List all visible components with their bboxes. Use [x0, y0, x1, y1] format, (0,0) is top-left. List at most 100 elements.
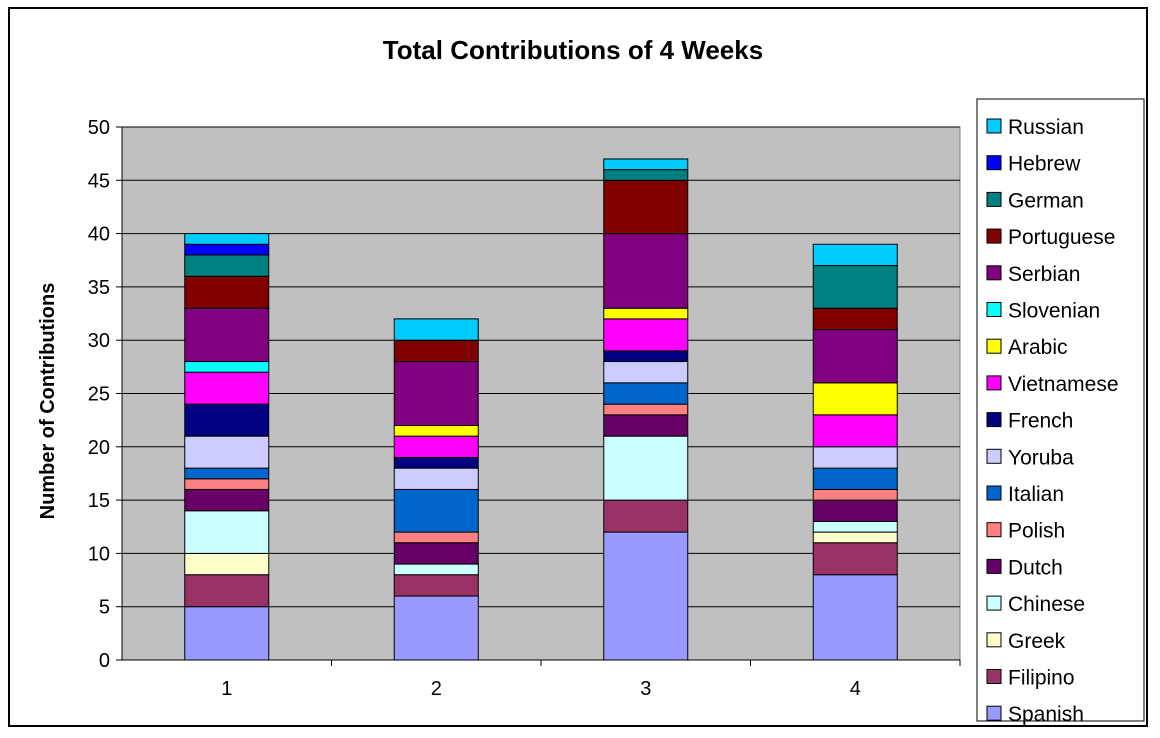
- x-tick-label: 3: [640, 678, 651, 700]
- bar-segment-polish-2: [393, 531, 479, 544]
- bar-segment-german-4: [812, 265, 898, 309]
- bar-segment-russian-3: [603, 158, 689, 171]
- bar-segment-spanish-1: [184, 606, 270, 661]
- bar-segment-vietnamese-2: [393, 435, 479, 458]
- legend-label-slovenian: Slovenian: [1008, 300, 1100, 323]
- y-axis-label: Number of Contributions: [37, 283, 59, 520]
- bar-segment-chinese-4: [812, 520, 898, 533]
- legend-swatch-portuguese: [986, 228, 1002, 244]
- bar-segment-portuguese-2: [393, 339, 479, 363]
- bar-segment-arabic-4: [812, 382, 898, 416]
- bar-segment-spanish-2: [393, 595, 479, 661]
- legend-label-spanish: Spanish: [1008, 703, 1084, 726]
- legend-swatch-vietnamese: [986, 375, 1002, 391]
- legend-label-dutch: Dutch: [1008, 556, 1063, 579]
- legend-label-filipino: Filipino: [1008, 667, 1075, 690]
- bar-segment-slovenian-1: [184, 361, 270, 373]
- y-tick-label: 35: [88, 277, 110, 299]
- legend-swatch-yoruba: [986, 448, 1002, 464]
- bar-segment-serbian-2: [393, 361, 479, 426]
- bar-segment-portuguese-4: [812, 307, 898, 331]
- plot-area: 0 5 10 15 20 25 30 35 40 45 50 1 2 3 4: [88, 117, 961, 700]
- bar-segment-dutch-4: [812, 499, 898, 522]
- bar-segment-yoruba-1: [184, 435, 270, 469]
- bar-segment-vietnamese-1: [184, 371, 270, 405]
- bar-segment-italian-1: [184, 467, 270, 480]
- legend-swatch-dutch: [986, 558, 1002, 574]
- bar-segment-serbian-4: [812, 329, 898, 384]
- bar-segment-italian-2: [393, 488, 479, 533]
- legend-swatch-german: [986, 191, 1002, 207]
- bar-segment-chinese-1: [184, 510, 270, 554]
- bar-segment-filipino-3: [603, 499, 689, 533]
- legend-label-serbian: Serbian: [1008, 263, 1080, 286]
- x-tick-label: 4: [850, 678, 861, 700]
- chart-svg: Total Contributions of 4 Weeks Number of…: [37, 35, 1145, 726]
- y-tick-label: 15: [88, 490, 110, 512]
- y-tick-label: 25: [88, 384, 110, 406]
- bar-segment-french-3: [603, 350, 689, 363]
- bar-segment-french-2: [393, 456, 479, 469]
- legend-label-hebrew: Hebrew: [1008, 153, 1081, 176]
- bar-segment-polish-3: [603, 403, 689, 416]
- legend-swatch-serbian: [986, 265, 1002, 281]
- legend-swatch-italian: [986, 485, 1002, 501]
- legend-label-italian: Italian: [1008, 483, 1064, 506]
- legend-swatch-arabic: [986, 338, 1002, 354]
- bar-segment-filipino-1: [184, 574, 270, 608]
- y-tick-label: 5: [99, 597, 110, 619]
- legend-label-arabic: Arabic: [1008, 336, 1068, 359]
- bar-segment-vietnamese-4: [812, 414, 898, 448]
- legend-label-vietnamese: Vietnamese: [1008, 373, 1119, 396]
- bar-segment-chinese-3: [603, 435, 689, 501]
- legend: Russian Hebrew German Portuguese Serbian Slov…: [976, 98, 1145, 726]
- x-tick-label: 1: [221, 678, 232, 700]
- legend-swatch-filipino: [986, 669, 1002, 684]
- legend-box: [976, 98, 1145, 722]
- bar-segment-chinese-2: [393, 563, 479, 576]
- legend-swatch-spanish: [986, 705, 1002, 721]
- legend-label-chinese: Chinese: [1008, 593, 1085, 616]
- legend-label-yoruba: Yoruba: [1008, 446, 1074, 469]
- bar-segment-greek-1: [184, 552, 270, 576]
- bar-segment-filipino-4: [812, 542, 898, 576]
- legend-swatch-polish: [986, 522, 1002, 538]
- bar-segment-russian-2: [393, 318, 479, 341]
- y-tick-label: 30: [88, 330, 110, 352]
- legend-swatch-french: [986, 412, 1002, 428]
- bar-segment-russian-4: [812, 243, 898, 267]
- legend-label-polish: Polish: [1008, 520, 1065, 543]
- bar-segment-russian-1: [184, 233, 270, 245]
- bar-segment-polish-4: [812, 488, 898, 501]
- bar-segment-polish-1: [184, 478, 270, 490]
- bar-segment-arabic-2: [393, 424, 479, 437]
- legend-swatch-chinese: [986, 595, 1002, 611]
- bar-segment-serbian-3: [603, 233, 689, 309]
- legend-label-russian: Russian: [1008, 116, 1084, 139]
- bar-segment-spanish-4: [812, 574, 898, 661]
- y-tick-label: 0: [99, 650, 110, 672]
- bar-segment-portuguese-3: [603, 179, 689, 235]
- y-tick-label: 50: [88, 117, 110, 139]
- bar-segment-dutch-2: [393, 542, 479, 565]
- legend-label-german: German: [1008, 189, 1084, 212]
- bar-segment-spanish-3: [603, 531, 689, 661]
- bar-segment-arabic-3: [603, 307, 689, 320]
- bar-segment-serbian-1: [184, 307, 270, 363]
- bar-segment-german-3: [603, 169, 689, 181]
- bar-segment-filipino-2: [393, 574, 479, 597]
- chart-title: Total Contributions of 4 Weeks: [383, 35, 763, 65]
- y-tick-label: 20: [88, 437, 110, 459]
- y-tick-label: 10: [88, 543, 110, 565]
- bar-segment-french-1: [184, 403, 270, 437]
- y-tick-label: 45: [88, 170, 110, 192]
- legend-swatch-greek: [986, 632, 1002, 648]
- bar-segment-german-1: [184, 254, 270, 277]
- bar-segment-portuguese-1: [184, 275, 270, 309]
- bar-segment-yoruba-3: [603, 361, 689, 384]
- bar-segment-yoruba-4: [812, 446, 898, 469]
- bar-segment-dutch-1: [184, 488, 270, 512]
- legend-label-portuguese: Portuguese: [1008, 226, 1115, 249]
- bar-segment-vietnamese-3: [603, 318, 689, 352]
- y-tick-label: 40: [88, 224, 110, 246]
